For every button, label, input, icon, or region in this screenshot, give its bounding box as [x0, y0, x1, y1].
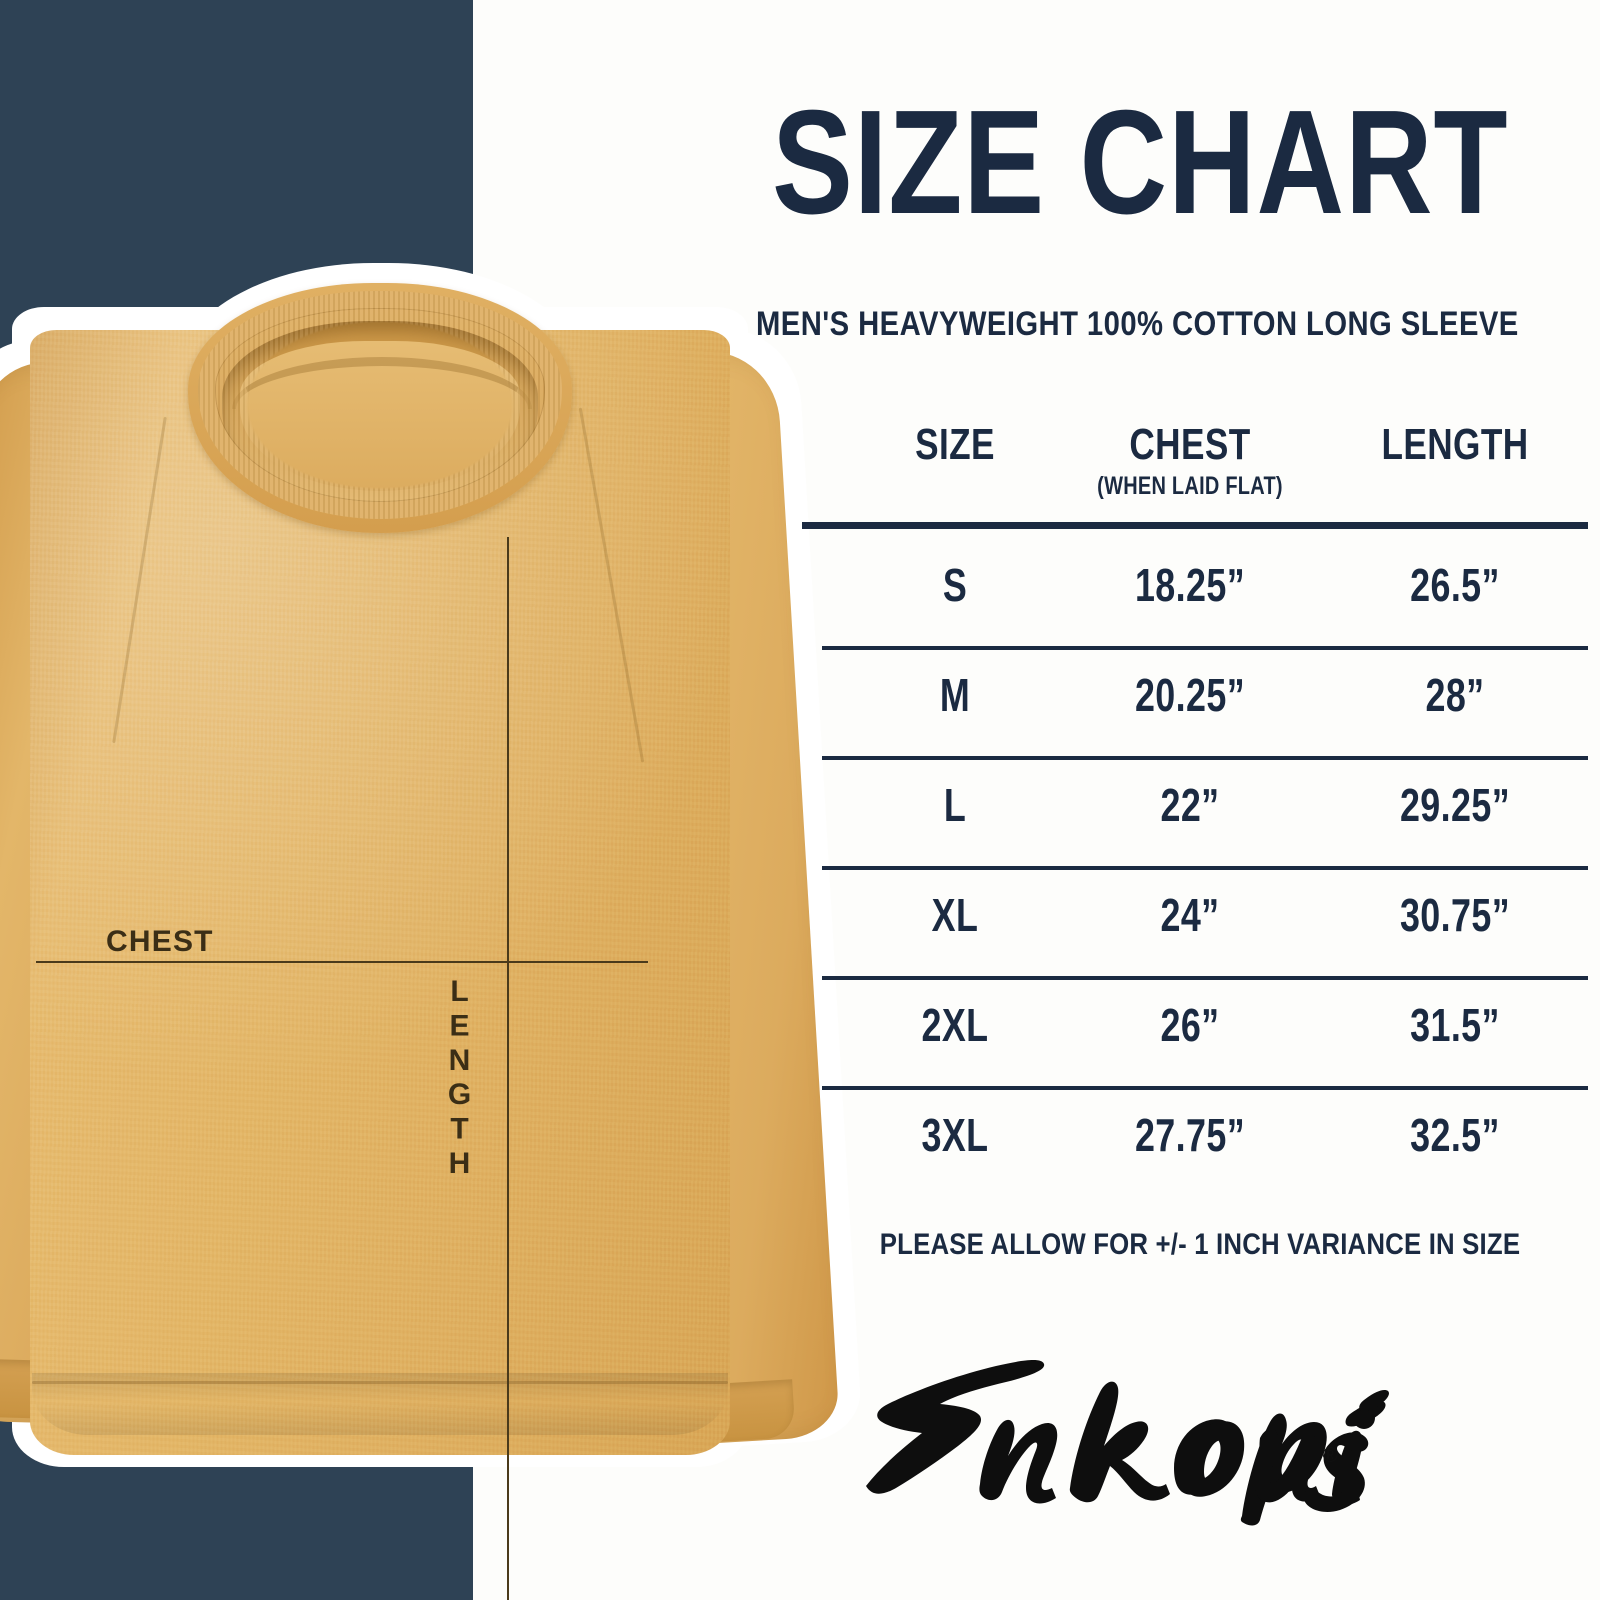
cell-length: 29.25” — [1399, 779, 1511, 831]
length-measure-line — [507, 537, 509, 1600]
shirt-hem — [32, 1373, 728, 1435]
cell-length: 26.5” — [1410, 559, 1500, 611]
cell-size: L — [943, 779, 967, 831]
column-header-size: SIZE — [915, 420, 995, 469]
size-table-header: SIZE CHEST LENGTH (WHEN LAID FLAT) — [800, 410, 1600, 522]
cell-size: XL — [931, 889, 979, 941]
cell-chest: 22” — [1160, 779, 1220, 831]
chest-measure-label: CHEST — [106, 925, 214, 958]
chest-measure-line — [36, 961, 648, 963]
cell-chest: 24” — [1160, 889, 1220, 941]
registered-trademark-icon: ® — [1322, 1444, 1338, 1467]
cell-size: M — [939, 669, 971, 721]
size-table: SIZE CHEST LENGTH (WHEN LAID FLAT) S 18.… — [800, 410, 1600, 1161]
brand-logo: ® — [830, 1318, 1390, 1528]
cell-length: 31.5” — [1410, 999, 1500, 1051]
cell-chest: 27.75” — [1134, 1109, 1246, 1161]
table-row: 3XL 27.75” 32.5” — [800, 1086, 1600, 1196]
cell-size: 3XL — [921, 1109, 989, 1161]
table-row: L 22” 29.25” — [800, 756, 1600, 866]
garment-diagram: CHEST LENGTH — [0, 245, 863, 1600]
length-measure-label: LENGTH — [443, 975, 476, 1182]
cell-chest: 20.25” — [1134, 669, 1246, 721]
cell-length: 30.75” — [1399, 889, 1511, 941]
cell-chest: 26” — [1160, 999, 1220, 1051]
cell-size: S — [942, 559, 968, 611]
column-header-chest: CHEST — [1129, 420, 1251, 469]
table-row: S 18.25” 26.5” — [800, 536, 1600, 646]
cell-chest: 18.25” — [1134, 559, 1246, 611]
variance-note: PLEASE ALLOW FOR +/- 1 INCH VARIANCE IN … — [879, 1228, 1521, 1261]
table-row: M 20.25” 28” — [800, 646, 1600, 756]
cell-size: 2XL — [921, 999, 989, 1051]
page-title: SIZE CHART — [772, 80, 1509, 245]
cell-length: 32.5” — [1410, 1109, 1500, 1161]
header-divider — [802, 522, 1588, 529]
table-row: XL 24” 30.75” — [800, 866, 1600, 976]
size-table-body: S 18.25” 26.5” M 20.25” 28” L 22” 29.25”… — [800, 536, 1600, 1196]
column-header-chest-subtitle: (WHEN LAID FLAT) — [1097, 472, 1283, 500]
cell-length: 28” — [1425, 669, 1485, 721]
column-header-length: LENGTH — [1381, 420, 1529, 469]
page-subtitle: MEN'S HEAVYWEIGHT 100% COTTON LONG SLEEV… — [756, 305, 1519, 343]
table-row: 2XL 26” 31.5” — [800, 976, 1600, 1086]
chart-column: SIZE CHART MEN'S HEAVYWEIGHT 100% COTTON… — [700, 0, 1600, 1600]
